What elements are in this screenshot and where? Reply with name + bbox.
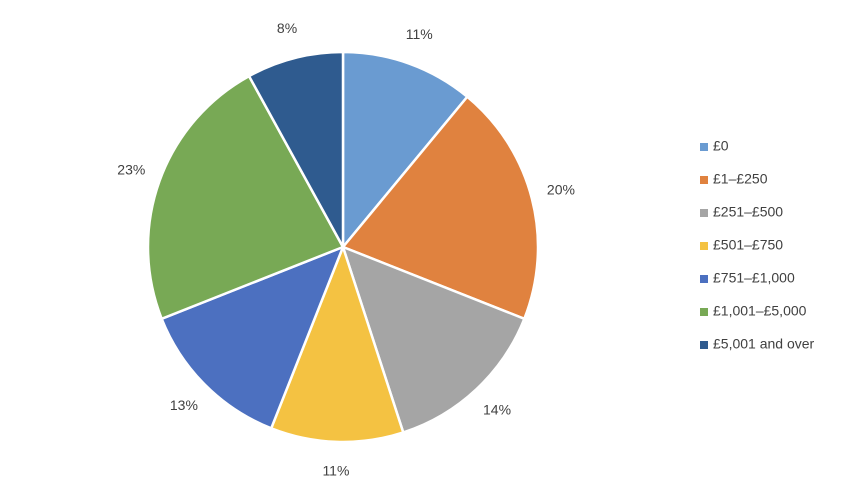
- data-label: 20%: [547, 182, 575, 198]
- legend-swatch: [700, 176, 708, 184]
- legend-swatch: [700, 275, 708, 283]
- legend-label: £751–£1,000: [713, 270, 795, 286]
- legend-swatch: [700, 143, 708, 151]
- legend-label: £1–£250: [713, 171, 768, 187]
- pie-slice: [160, 244, 346, 430]
- data-label: 13%: [170, 397, 198, 413]
- legend-label: £501–£750: [713, 237, 783, 253]
- pie-slice: [146, 74, 345, 321]
- data-label: 11%: [322, 463, 349, 479]
- legend-label: £251–£500: [713, 204, 783, 220]
- legend-swatch: [700, 308, 708, 316]
- legend-swatch: [700, 242, 708, 250]
- legend-swatch: [700, 209, 708, 217]
- pie-slice: [247, 50, 345, 248]
- data-label: 14%: [483, 402, 511, 418]
- pie-slice: [269, 243, 405, 444]
- pie-slice: [340, 94, 540, 321]
- pie-slice: [341, 50, 470, 251]
- legend-label: £1,001–£5,000: [713, 303, 807, 319]
- legend-label: £0: [713, 138, 729, 154]
- data-label: 11%: [406, 26, 433, 42]
- data-label: 8%: [277, 20, 297, 36]
- legend-label: £5,001 and over: [713, 336, 815, 352]
- data-label: 23%: [117, 161, 145, 177]
- legend-swatch: [700, 341, 708, 349]
